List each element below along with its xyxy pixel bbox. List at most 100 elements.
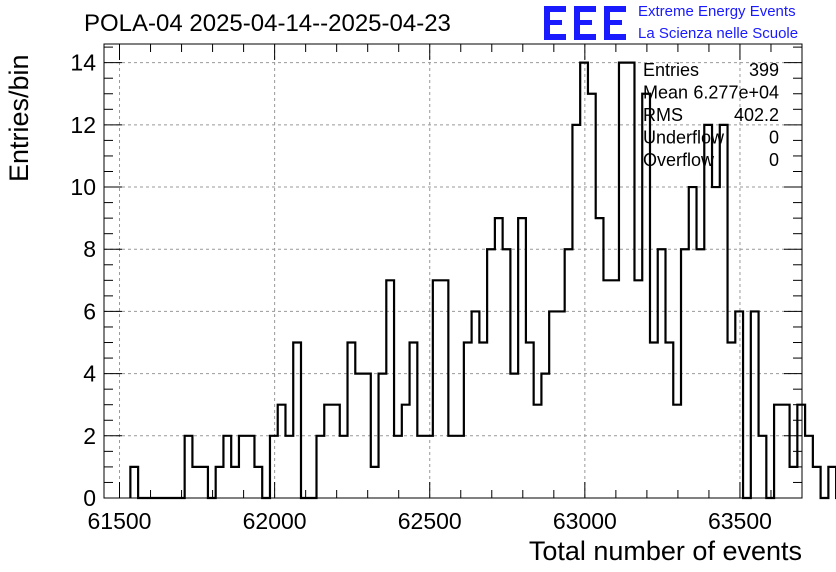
histogram-bin — [247, 436, 255, 498]
y-tick-label: 0 — [83, 485, 96, 511]
stats-value: 6.277e+04 — [693, 83, 779, 103]
histogram-bin — [759, 436, 767, 498]
histogram-bin — [712, 187, 720, 498]
histogram-bin — [588, 94, 596, 498]
histogram-bin — [185, 436, 193, 498]
histogram-bin — [456, 436, 464, 498]
stats-label: Underflow — [643, 128, 725, 148]
y-tick-label: 4 — [83, 361, 96, 387]
histogram-bin — [472, 311, 480, 498]
histogram-bin — [239, 436, 247, 498]
brand-line-2: La Scienza nelle Scuole — [638, 25, 799, 42]
x-tick-label: 62500 — [398, 508, 462, 534]
histogram-bin — [324, 405, 332, 498]
x-tick-label: 63500 — [708, 508, 772, 534]
histogram-bin — [603, 280, 611, 498]
plot-frame — [103, 43, 803, 499]
histogram-bin — [130, 467, 138, 498]
histogram-bin — [666, 343, 674, 498]
stats-label: RMS — [643, 105, 683, 125]
y-tick-label: 8 — [83, 236, 96, 262]
histogram-bin — [580, 63, 588, 498]
histogram-bin — [293, 343, 301, 498]
histogram-bin — [503, 249, 511, 498]
histogram-bin — [704, 125, 712, 498]
x-tick-label: 62000 — [243, 508, 307, 534]
histogram-bin — [572, 125, 580, 498]
y-tick-label: 2 — [83, 423, 96, 449]
y-tick-label: 12 — [70, 112, 96, 138]
histogram-bin — [828, 467, 836, 498]
histogram-bin — [596, 218, 604, 498]
histogram-bin — [627, 63, 635, 498]
histogram-bin — [565, 249, 573, 498]
histogram-bin — [534, 405, 542, 498]
histogram-bin — [394, 436, 402, 498]
histogram-bin — [557, 311, 565, 498]
histogram-bin — [751, 311, 759, 498]
histogram-bin — [192, 467, 200, 498]
histogram-bin — [425, 436, 433, 498]
histogram-series — [129, 61, 836, 500]
histogram-bin — [510, 374, 518, 498]
histogram-bin — [658, 249, 666, 498]
histogram-bin — [487, 249, 495, 498]
histogram-bin — [619, 63, 627, 498]
stats-value: 0 — [769, 150, 779, 170]
histogram-bin — [735, 311, 743, 498]
histogram-bin — [479, 343, 487, 498]
histogram-bin — [464, 343, 472, 498]
histogram-bin — [782, 405, 790, 498]
histogram-bin — [285, 436, 293, 498]
chart-title: POLA-04 2025-04-14--2025-04-23 — [84, 10, 451, 37]
histogram-bin — [355, 374, 363, 498]
stats-value: 402.2 — [734, 105, 779, 125]
histogram-bin — [728, 343, 736, 498]
brand-line-1: Extreme Energy Events — [638, 3, 796, 20]
histogram-bin — [254, 467, 262, 498]
histogram-bin — [363, 374, 371, 498]
histogram-bin — [231, 467, 239, 498]
stats-label: Entries — [643, 60, 699, 80]
stats-value: 399 — [749, 60, 779, 80]
histogram-bin — [371, 467, 379, 498]
histogram-bin — [611, 280, 619, 498]
histogram-bin — [433, 280, 441, 498]
histogram-bin — [673, 405, 681, 498]
histogram-bin — [541, 374, 549, 498]
histogram-bin — [774, 405, 782, 498]
y-tick-label: 10 — [70, 174, 96, 200]
histogram-bin — [200, 467, 208, 498]
histogram-bin — [410, 343, 418, 498]
histogram-bin — [805, 436, 813, 498]
histogram-bin — [681, 249, 689, 498]
stats-value: 0 — [769, 128, 779, 148]
histogram-bin — [689, 187, 697, 498]
histogram-bin — [634, 280, 642, 498]
histogram-bin — [216, 467, 224, 498]
stats-label: Overflow — [643, 150, 715, 170]
histogram-bin — [278, 405, 286, 498]
x-tick-label: 63000 — [553, 508, 617, 534]
histogram-bin — [697, 249, 705, 498]
histogram-bin — [270, 436, 278, 498]
histogram-bin — [379, 374, 387, 498]
histogram-bin — [549, 311, 557, 498]
histogram-bin — [813, 467, 821, 498]
eee-logo — [544, 6, 626, 40]
histogram-bin — [317, 436, 325, 498]
histogram-bin — [526, 343, 534, 498]
histogram-bin — [797, 405, 805, 498]
histogram-bin — [790, 467, 798, 498]
histogram-bin — [223, 436, 231, 498]
histogram-bin — [386, 280, 394, 498]
x-axis-label: Total number of events — [528, 536, 802, 566]
histogram-bin — [495, 218, 503, 498]
histogram-bin — [417, 436, 425, 498]
histogram-bin — [448, 436, 456, 498]
histogram-bin — [518, 218, 526, 498]
histogram-bin — [441, 280, 449, 498]
histogram-bin — [348, 343, 356, 498]
y-tick-label: 14 — [70, 50, 96, 76]
